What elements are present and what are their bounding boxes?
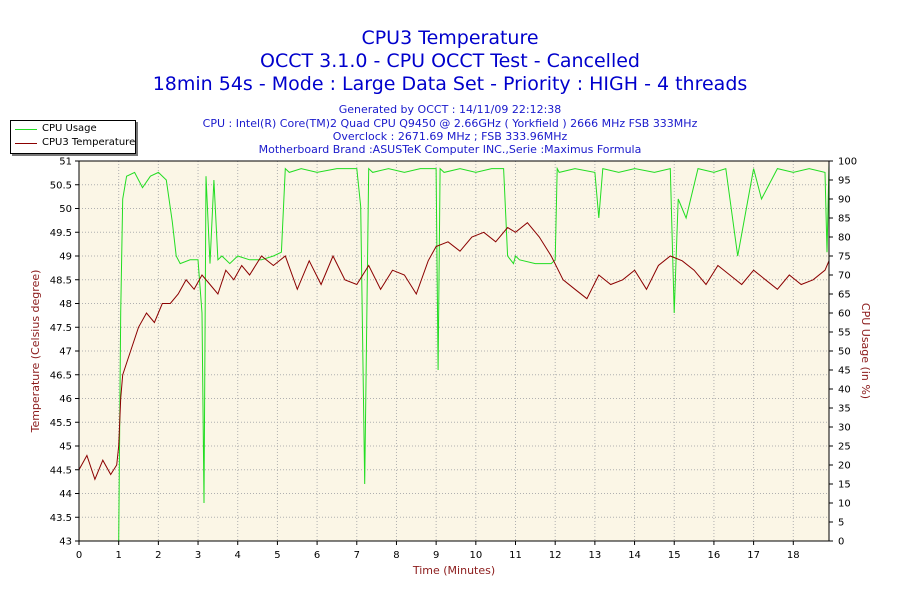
y2-tick-label: 60 [838,309,851,320]
legend-swatch-cpu-usage [15,129,37,130]
chart-title: CPU3 Temperature [361,27,539,49]
x-tick-label: 13 [589,550,602,561]
y-tick-label: 45.5 [50,418,72,429]
y2-tick-label: 5 [838,518,844,529]
y-tick-label: 47 [59,347,72,358]
series-line-cpu-usage [79,164,830,542]
y-tick-label: 48 [59,299,72,310]
y2-tick-label: 15 [838,480,851,491]
y2-tick-label: 40 [838,385,851,396]
series-line-cpu3-temperature [78,222,830,481]
info-motherboard: Motherboard Brand :ASUSTeK Computer INC.… [258,143,642,156]
chart-legend: CPU Usage CPU3 Temperature [10,120,136,154]
y2-tick-label: 85 [838,214,851,225]
y-tick-label: 44.5 [50,465,72,476]
y2-tick-label: 100 [838,157,857,168]
x-tick-label: 18 [787,550,800,561]
x-tick-label: 14 [628,550,641,561]
legend-swatch-cpu3-temperature [15,143,37,144]
y2-tick-label: 65 [838,290,851,301]
x-tick-label: 7 [354,550,360,561]
x-tick-label: 0 [76,550,82,561]
y2-tick-label: 75 [838,252,851,263]
x-tick-label: 11 [509,550,522,561]
y-tick-label: 51 [59,157,72,168]
y2-tick-label: 0 [838,537,844,548]
x-tick-label: 6 [314,550,320,561]
y-tick-label: 43 [59,537,72,548]
x-tick-label: 16 [708,550,721,561]
x-tick-label: 5 [274,550,280,561]
x-tick-label: 9 [433,550,439,561]
y-tick-label: 46 [59,394,72,405]
y-tick-label: 45 [59,442,72,453]
x-tick-label: 3 [195,550,201,561]
x-tick-label: 17 [747,550,760,561]
y-tick-label: 46.5 [50,370,72,381]
y2-tick-label: 20 [838,461,851,472]
x-tick-label: 1 [115,550,121,561]
x-tick-label: 15 [668,550,681,561]
y2-tick-label: 70 [838,271,851,282]
y-tick-label: 48.5 [50,275,72,286]
y2-tick-label: 45 [838,366,851,377]
y2-tick-label: 80 [838,233,851,244]
y2-tick-label: 30 [838,423,851,434]
y-tick-label: 47.5 [50,323,72,334]
legend-label-cpu-usage: CPU Usage [42,123,97,134]
y2-tick-label: 25 [838,442,851,453]
y2-tick-label: 50 [838,347,851,358]
x-tick-label: 2 [155,550,161,561]
x-axis-title: Time (Minutes) [412,564,495,577]
y-tick-label: 50.5 [50,180,72,191]
x-tick-label: 10 [469,550,482,561]
y-tick-label: 50 [59,204,72,215]
info-cpu: CPU : Intel(R) Core(TM)2 Quad CPU Q9450 … [202,117,698,130]
legend-label-cpu3-temperature: CPU3 Temperature [42,137,136,148]
y2-axis-title: CPU Usage (in %) [859,303,872,399]
y-tick-label: 49.5 [50,228,72,239]
y-tick-label: 49 [59,252,72,263]
x-tick-label: 8 [393,550,399,561]
y2-tick-label: 95 [838,176,851,187]
x-tick-label: 12 [549,550,562,561]
y2-tick-label: 55 [838,328,851,339]
y-tick-label: 43.5 [50,513,72,524]
y-axis-title: Temperature (Celsius degree) [29,270,42,434]
y2-tick-label: 10 [838,499,851,510]
info-generated: Generated by OCCT : 14/11/09 22:12:38 [338,103,562,116]
x-tick-label: 4 [235,550,241,561]
chart-subtitle-2: 18min 54s - Mode : Large Data Set - Prio… [152,73,748,95]
y2-tick-label: 90 [838,195,851,206]
info-overclock: Overclock : 2671.69 MHz ; FSB 333.96MHz [332,130,568,143]
chart-subtitle: OCCT 3.1.0 - CPU OCCT Test - Cancelled [260,50,640,72]
y2-tick-label: 35 [838,404,851,415]
y-tick-label: 44 [59,489,72,500]
